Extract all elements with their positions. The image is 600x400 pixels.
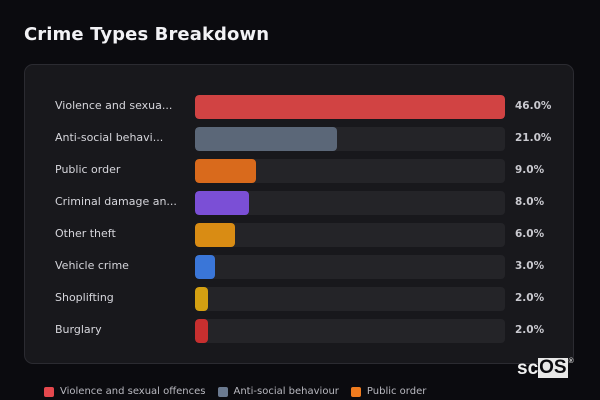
bar-label: Burglary xyxy=(55,323,102,336)
bar-value: 21.0% xyxy=(515,132,552,144)
legend-label: Anti-social behaviour xyxy=(233,386,339,397)
bar-track xyxy=(195,319,505,343)
bar-track xyxy=(195,127,505,151)
bar-label: Other theft xyxy=(55,227,116,240)
bar-track xyxy=(195,255,505,279)
bar-value: 9.0% xyxy=(515,164,545,176)
bar-fill xyxy=(195,319,209,343)
bar-track xyxy=(195,191,505,215)
registered-mark-icon: ® xyxy=(568,358,574,365)
bar-track xyxy=(195,287,505,311)
bar-label: Public order xyxy=(55,163,121,176)
bar-row[interactable]: Other theft 6.0% xyxy=(25,223,573,247)
bar-track xyxy=(195,159,505,183)
legend-item[interactable]: Public order xyxy=(350,386,427,397)
legend-item[interactable]: Violence and sexual offences xyxy=(44,386,206,397)
bar-fill xyxy=(195,159,256,183)
chart-legend: Violence and sexual offences Anti-social… xyxy=(44,386,426,397)
bar-track xyxy=(195,223,505,247)
bar-row[interactable]: Violence and sexua... 46.0% xyxy=(25,95,573,119)
chart-card: Violence and sexua... 46.0% Anti-social … xyxy=(24,64,574,364)
bar-value: 2.0% xyxy=(515,292,545,304)
bar-label: Vehicle crime xyxy=(55,259,129,272)
bar-value: 8.0% xyxy=(515,196,545,208)
bar-row[interactable]: Anti-social behavi... 21.0% xyxy=(25,127,573,151)
bar-label: Criminal damage an... xyxy=(55,195,177,208)
legend-swatch-icon xyxy=(217,386,228,397)
legend-label: Violence and sexual offences xyxy=(60,386,206,397)
bar-track xyxy=(195,95,505,119)
chart-title: Crime Types Breakdown xyxy=(24,24,270,45)
bar-row[interactable]: Vehicle crime 3.0% xyxy=(25,255,573,279)
bar-fill xyxy=(195,223,236,247)
bar-fill xyxy=(195,191,249,215)
legend-item[interactable]: Anti-social behaviour xyxy=(217,386,339,397)
bar-fill xyxy=(195,287,209,311)
bar-label: Violence and sexua... xyxy=(55,99,173,112)
legend-swatch-icon xyxy=(44,386,54,397)
bar-fill xyxy=(195,127,337,151)
bar-label: Shoplifting xyxy=(55,291,114,304)
bar-value: 6.0% xyxy=(515,228,545,240)
bar-value: 2.0% xyxy=(515,324,545,336)
bar-row[interactable]: Public order 9.0% xyxy=(25,159,573,183)
bar-value: 3.0% xyxy=(515,260,545,272)
bar-row[interactable]: Criminal damage an... 8.0% xyxy=(25,191,573,215)
bar-row[interactable]: Shoplifting 2.0% xyxy=(25,287,573,311)
watermark-prefix: sc xyxy=(517,358,539,379)
legend-swatch-icon xyxy=(350,386,361,397)
watermark-boxed: OS xyxy=(538,357,568,378)
legend-label: Public order xyxy=(366,386,427,397)
bar-fill xyxy=(195,95,505,119)
bar-row[interactable]: Burglary 2.0% xyxy=(25,319,573,343)
bar-label: Anti-social behavi... xyxy=(55,131,164,144)
watermark-logo: sc OS ® xyxy=(517,358,574,380)
bar-fill xyxy=(195,255,216,279)
bar-value: 46.0% xyxy=(515,100,552,112)
